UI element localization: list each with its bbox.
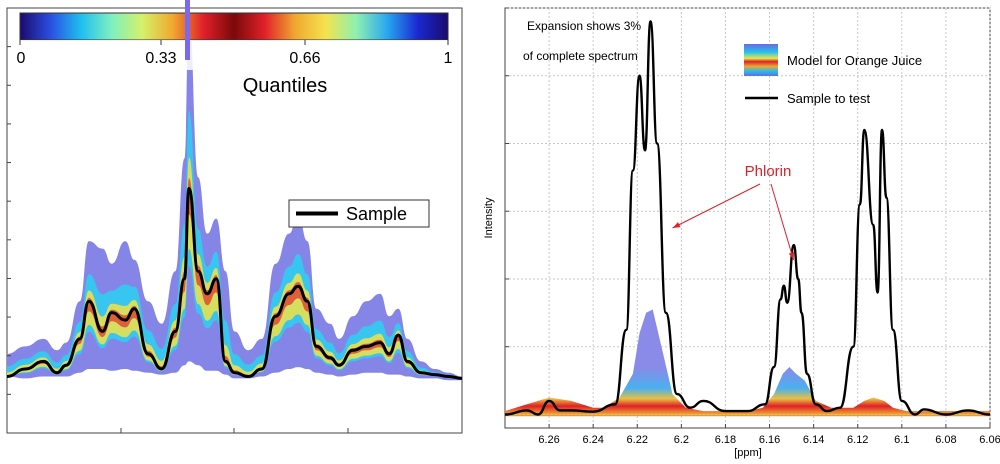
legend-sample-label: Sample to test [787, 91, 870, 106]
left-legend: Sample [288, 199, 430, 228]
x-tick-label: 6.2 [674, 434, 689, 446]
phlorin-arrows [672, 183, 795, 261]
x-tick-label: 6.06 [979, 434, 1000, 446]
legend-box [288, 199, 430, 228]
right-x-ticks: 6.26 6.24 6.22 6.2 6.18 6.16 6.14 6.12 6.1 6.08 6.… [538, 424, 1000, 446]
colorbar-tick-label: 0.33 [145, 50, 176, 67]
x-tick-label: 6.08 [935, 434, 956, 446]
x-axis-label: [ppm] [734, 447, 762, 459]
x-tick-label: 6.22 [627, 434, 648, 446]
x-tick-label: 6.26 [538, 434, 559, 446]
legend-sample-label: Sample [346, 204, 407, 224]
phlorin-arrow [672, 183, 761, 229]
colorbar [19, 12, 449, 41]
legend-model-swatch [744, 44, 778, 76]
expansion-note-line1: Expansion shows 3% [527, 19, 641, 33]
x-tick-label: 6.18 [715, 434, 736, 446]
x-tick-label: 6.1 [894, 434, 909, 446]
x-tick-label: 6.24 [582, 434, 603, 446]
y-axis-label: Intensity [483, 197, 495, 238]
colorbar-ticks [19, 40, 449, 45]
x-tick-label: 6.16 [759, 434, 780, 446]
left-chart: 0 0.33 0.66 1 Quantiles Sample [6, 0, 463, 434]
colorbar-title: Quantiles [243, 75, 328, 97]
right-legend: Model for Orange Juice Sample to test [744, 44, 922, 106]
phlorin-arrowhead [672, 222, 681, 228]
sample-line [7, 187, 462, 380]
colorbar-tick-label: 1 [444, 50, 453, 67]
colorbar-tick-label: 0 [17, 50, 26, 67]
right-plot-frame [504, 7, 991, 429]
expansion-note-line2: of complete spectrum [523, 49, 638, 63]
colorbar-background [20, 40, 448, 70]
model-quantile-fill [505, 309, 990, 415]
left-axis-ticks [7, 0, 349, 433]
phlorin-arrowhead [788, 252, 795, 260]
sample-to-test-line [505, 20, 990, 416]
x-tick-label: 6.14 [803, 434, 824, 446]
right-chart: 6.26 6.24 6.22 6.2 6.18 6.16 6.14 6.12 6.1 6.08 6.… [483, 7, 1000, 459]
peak-spike [185, 0, 190, 60]
phlorin-label: Phlorin [745, 163, 792, 180]
x-tick-label: 6.12 [847, 434, 868, 446]
legend-model-label: Model for Orange Juice [787, 53, 922, 68]
phlorin-arrow [770, 183, 795, 261]
colorbar-tick-label: 0.66 [289, 50, 320, 67]
